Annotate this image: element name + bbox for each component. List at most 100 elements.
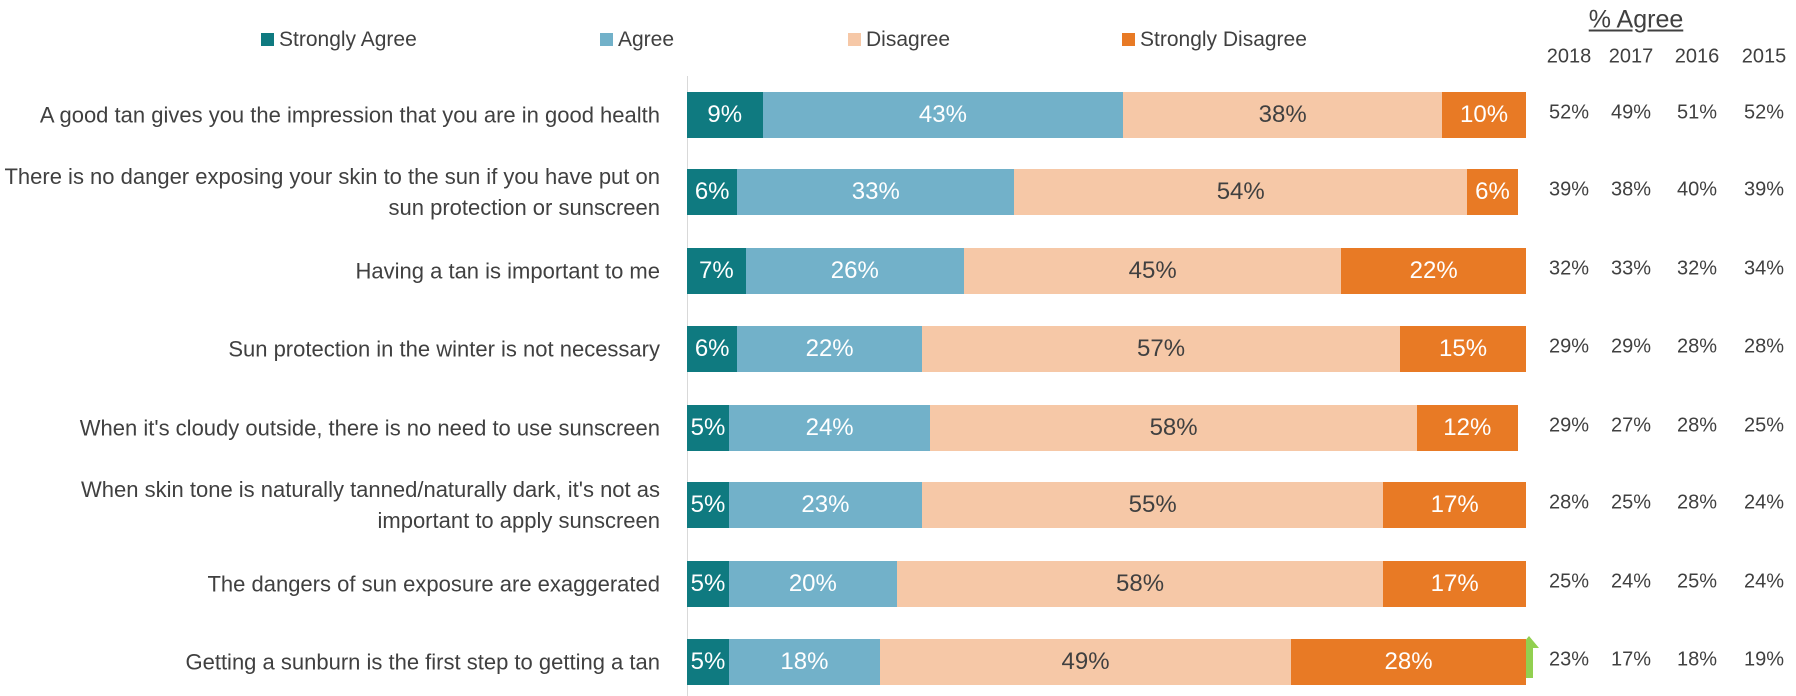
table-cell: 39% <box>1548 178 1590 201</box>
data-label: 49% <box>1061 648 1110 675</box>
data-label: 5% <box>690 414 726 441</box>
bar-segment <box>1123 92 1443 138</box>
data-label: 15% <box>1439 335 1488 362</box>
data-label: 17% <box>1430 491 1479 518</box>
data-label: 22% <box>1409 257 1458 284</box>
table-cell: 52% <box>1548 101 1590 124</box>
data-label: 26% <box>830 257 879 284</box>
table-cell: 28% <box>1676 414 1718 437</box>
bar-segment <box>737 169 1015 215</box>
data-label: 22% <box>805 335 854 362</box>
category-label: A good tan gives you the impression that… <box>39 102 660 128</box>
table-cell: 32% <box>1676 257 1718 280</box>
data-label: 7% <box>699 257 734 284</box>
table-cell: 33% <box>1610 257 1652 280</box>
legend-swatch <box>848 33 861 46</box>
data-label: 18% <box>780 648 829 675</box>
table-title: % Agree <box>1588 5 1684 34</box>
table-cell: 25% <box>1548 570 1590 593</box>
bar-segment <box>1467 169 1518 215</box>
bar-segment <box>687 92 763 138</box>
bar-segment <box>687 326 738 372</box>
data-label: 45% <box>1128 257 1177 284</box>
category-label: Getting a sunburn is the first step to g… <box>185 649 660 675</box>
bar-segment <box>930 405 1417 451</box>
bar-segment <box>737 326 922 372</box>
bar-segment <box>687 482 729 528</box>
data-label: 6% <box>694 335 730 362</box>
table-cell: 25% <box>1743 414 1785 437</box>
bar-segment <box>1400 326 1526 372</box>
legend-item: Strongly Agree <box>261 28 417 52</box>
data-label: 5% <box>690 491 726 518</box>
legend-swatch <box>1122 33 1135 46</box>
category-label: The dangers of sun exposure are exaggera… <box>207 571 660 597</box>
data-label: 6% <box>1475 178 1510 205</box>
table-column-header: 2017 <box>1608 45 1654 68</box>
bar-segment <box>728 561 897 607</box>
axis-line <box>687 76 688 696</box>
bar-segment <box>1341 248 1526 294</box>
bar-segment <box>921 482 1384 528</box>
table-cell: 24% <box>1743 491 1785 514</box>
category-label: Sun protection in the winter is not nece… <box>228 336 660 362</box>
bar-segment <box>687 169 738 215</box>
data-label: 10% <box>1460 101 1509 128</box>
legend-label: Agree <box>618 28 675 51</box>
table-cell: 40% <box>1676 178 1718 201</box>
bar-segment <box>963 248 1342 294</box>
table-cell: 28% <box>1676 335 1718 358</box>
legend-swatch <box>261 33 274 46</box>
legend-item: Strongly Disagree <box>1122 28 1307 52</box>
data-label: 6% <box>694 178 730 205</box>
data-label: 23% <box>801 491 850 518</box>
category-label: When it's cloudy outside, there is no ne… <box>79 415 660 441</box>
data-label: 20% <box>788 570 837 597</box>
bar-segment <box>745 248 964 294</box>
data-label: 9% <box>707 101 743 128</box>
table-cell: 28% <box>1676 491 1718 514</box>
bar-segment <box>687 405 729 451</box>
category-label: There is no danger exposing your skin to… <box>4 164 660 220</box>
bar-segment <box>728 405 931 451</box>
table-column-header: 2015 <box>1741 45 1787 68</box>
legend-item: Disagree <box>848 28 950 52</box>
bar-segment <box>687 561 729 607</box>
data-label: 43% <box>918 101 967 128</box>
legend-swatch <box>600 33 613 46</box>
legend-item: Agree <box>600 28 674 52</box>
table-cell: 38% <box>1610 178 1652 201</box>
bar-segment <box>896 561 1384 607</box>
bar-segment <box>1383 482 1526 528</box>
category-label: Having a tan is important to me <box>355 258 660 284</box>
data-label: 58% <box>1116 570 1165 597</box>
table-cell: 39% <box>1743 178 1785 201</box>
table-cell: 49% <box>1610 101 1652 124</box>
bar-segment <box>1416 405 1518 451</box>
category-label: When skin tone is naturally tanned/natur… <box>81 477 660 533</box>
legend-label: Strongly Agree <box>279 28 417 51</box>
data-label: 17% <box>1430 570 1479 597</box>
data-label: 5% <box>690 570 726 597</box>
bar-segment <box>879 639 1292 685</box>
data-label: 33% <box>851 178 900 205</box>
table-cell: 28% <box>1548 491 1590 514</box>
legend-label: Strongly Disagree <box>1140 28 1307 51</box>
table-cell: 19% <box>1743 648 1785 671</box>
table-cell: 18% <box>1676 648 1718 671</box>
bar-segment <box>1442 92 1526 138</box>
table-cell: 23% <box>1548 648 1590 671</box>
data-label: 5% <box>690 648 726 675</box>
data-label: 54% <box>1216 178 1265 205</box>
table-cell: 17% <box>1610 648 1652 671</box>
bar-segment <box>687 248 746 294</box>
table-cell: 29% <box>1548 414 1590 437</box>
data-label: 58% <box>1149 414 1198 441</box>
table-cell: 51% <box>1676 101 1718 124</box>
data-label: 38% <box>1258 101 1307 128</box>
data-label: 28% <box>1384 648 1433 675</box>
bar-segment <box>728 639 880 685</box>
table-cell: 27% <box>1610 414 1652 437</box>
bar-segment <box>1291 639 1526 685</box>
